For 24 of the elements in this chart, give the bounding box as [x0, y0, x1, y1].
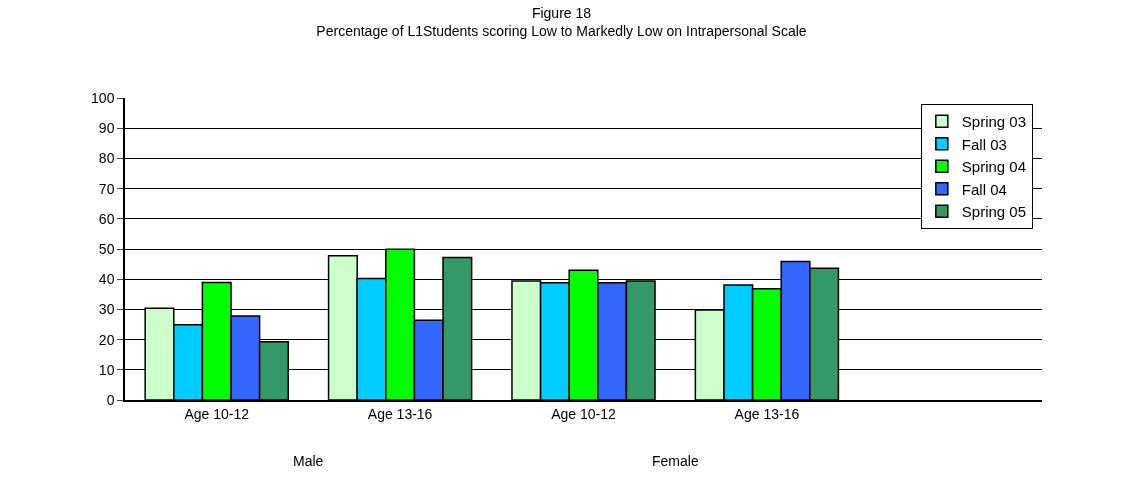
- legend-label: Spring 05: [961, 203, 1027, 221]
- chart-subtitle: Percentage of L1Students scoring Low to Markedly Low on Intrapersonal Scale: [316, 22, 807, 39]
- y-tick-label: 70: [98, 180, 115, 197]
- y-tick-label: 0: [106, 391, 115, 408]
- text: Female: [652, 453, 699, 469]
- y-tick-label: 80: [98, 150, 115, 167]
- y-tick-label: 50: [98, 240, 115, 257]
- y-tick-label: 60: [98, 210, 115, 227]
- x-tick-label: Age 10-12: [184, 405, 250, 422]
- y-tick-label: 10: [98, 361, 115, 378]
- x-tick-label: Age 13-16: [367, 405, 433, 422]
- legend-label: Fall 04: [961, 180, 1007, 198]
- y-tick-label: 90: [98, 120, 115, 137]
- legend-label: Spring 04: [961, 158, 1027, 176]
- y-tick-label: 20: [98, 331, 115, 348]
- y-tick-label: 100: [91, 89, 115, 106]
- text: Male: [293, 453, 324, 469]
- x-tick-label: Age 13-16: [734, 405, 800, 422]
- x-tick-label: Age 10-12: [551, 405, 617, 422]
- legend-label: Spring 03: [961, 113, 1027, 131]
- legend-label: Fall 03: [961, 135, 1007, 153]
- y-tick-label: 40: [98, 271, 115, 288]
- chart-title: Figure 18: [531, 4, 592, 21]
- y-tick-label: 30: [98, 301, 115, 318]
